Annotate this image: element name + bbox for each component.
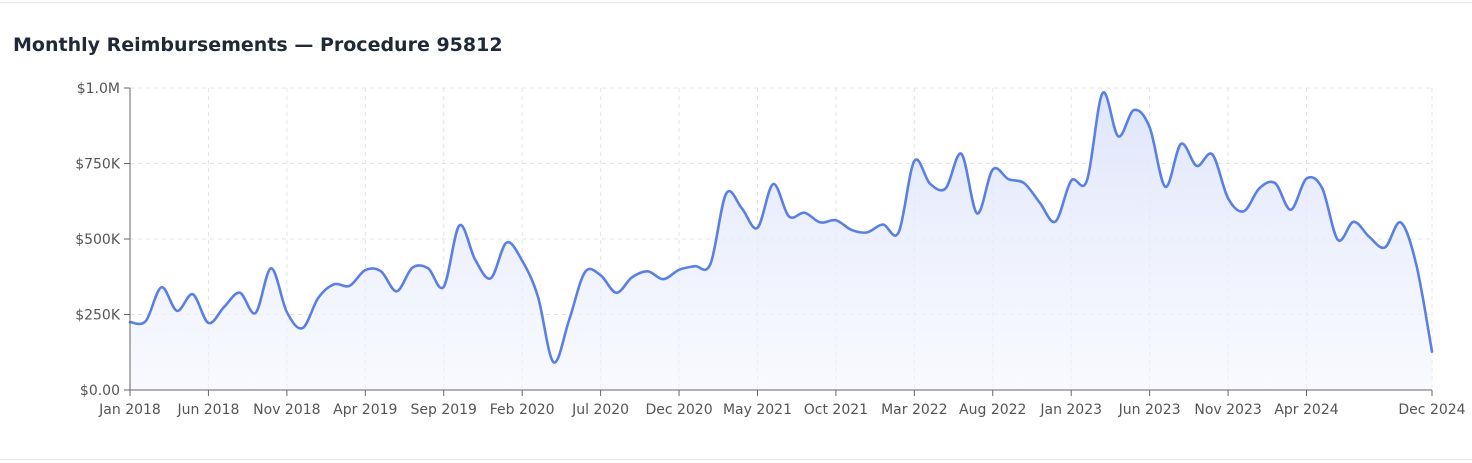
x-tick-label: Nov 2023 — [1194, 402, 1261, 418]
series-line — [128, 91, 1434, 364]
y-tick-label: $1.0M — [77, 81, 120, 97]
x-tick-label: Dec 2024 — [1398, 402, 1465, 418]
area-fill — [130, 92, 1432, 391]
x-tick-label: May 2021 — [723, 402, 792, 418]
y-tick-label: $500K — [75, 232, 121, 248]
x-tick-label: Apr 2019 — [333, 402, 397, 418]
x-tick-label: Nov 2018 — [253, 402, 320, 418]
x-tick-label: Mar 2022 — [881, 402, 948, 418]
y-tick-label: $750K — [75, 157, 121, 173]
x-tick-label: Aug 2022 — [959, 402, 1026, 418]
x-tick-label: Jun 2018 — [176, 402, 239, 418]
x-tick-label: Sep 2019 — [411, 402, 477, 418]
x-tick-label: Oct 2021 — [804, 402, 868, 418]
x-tick-label: Jan 2023 — [1039, 402, 1102, 418]
y-tick-label: $0.00 — [80, 383, 120, 399]
x-tick-label: Jan 2018 — [98, 402, 161, 418]
y-tick-label: $250K — [75, 308, 121, 324]
x-tick-label: Feb 2020 — [490, 402, 555, 418]
x-tick-label: Jul 2020 — [571, 402, 629, 418]
x-tick-label: Jun 2023 — [1118, 402, 1181, 418]
x-tick-label: Dec 2020 — [645, 402, 712, 418]
x-axis-ticks: Jan 2018 Jun 2018 Nov 2018 Apr 2019 Sep 2019… — [98, 390, 1466, 418]
chart-title: Monthly Reimbursements — Procedure 95812 — [13, 34, 503, 56]
x-tick-label: Apr 2024 — [1274, 402, 1338, 418]
y-axis-ticks: $0.00 $250K $500K $750K $1.0M — [75, 81, 130, 399]
